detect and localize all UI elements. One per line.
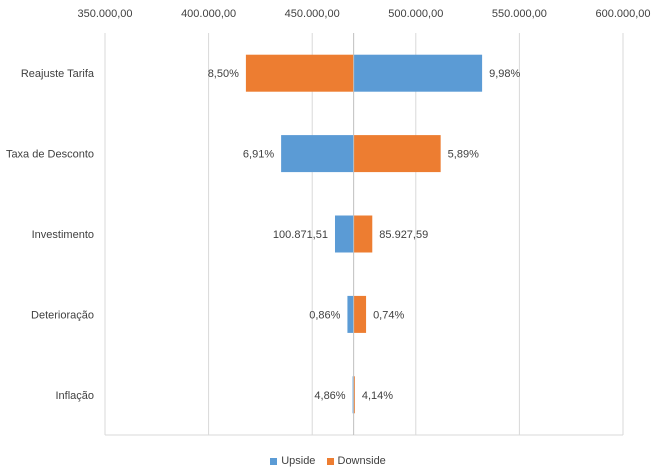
bar-downside (245, 54, 354, 92)
legend-label-downside: Downside (337, 455, 386, 467)
bar-upside (334, 215, 354, 253)
data-label-upside: 4,86% (314, 390, 345, 402)
x-tick-label: 550.000,00 (492, 8, 547, 20)
bar-downside (353, 295, 367, 333)
bar-upside (347, 295, 354, 333)
category-label: Deterioração (31, 309, 94, 321)
bar-downside (353, 376, 355, 414)
x-tick-label: 450.000,00 (285, 8, 340, 20)
legend-swatch-downside (326, 457, 334, 465)
legend-label-upside: Upside (281, 455, 316, 467)
category-label: Reajuste Tarifa (21, 68, 95, 80)
data-label-upside: 9,98% (489, 68, 520, 80)
data-label-downside: 5,89% (448, 149, 479, 161)
chart-svg: 350.000,00 400.000,00 450.000,00 500.000,00… (6, 8, 651, 436)
x-tick-label: 400.000,00 (181, 8, 236, 20)
x-tick-label: 600.000,00 (595, 8, 650, 20)
legend-item-downside[interactable]: Downside (326, 455, 386, 467)
category-label: Investimento (32, 229, 94, 241)
data-label-upside: 100.871,51 (273, 229, 328, 241)
legend-swatch-upside (270, 457, 278, 465)
bar-upside (353, 54, 483, 92)
category-label: Taxa de Desconto (6, 149, 94, 161)
x-tick-label: 500.000,00 (388, 8, 443, 20)
data-label-downside: 8,50% (208, 68, 239, 80)
legend: Upside Downside (0, 455, 656, 468)
data-label-upside: 0,86% (309, 309, 340, 321)
legend-item-upside[interactable]: Upside (270, 455, 315, 467)
data-label-upside: 6,91% (243, 149, 274, 161)
bar-downside (353, 135, 441, 173)
data-label-downside: 85.927,59 (379, 229, 428, 241)
bar-downside (353, 215, 373, 253)
x-tick-label: 350.000,00 (77, 8, 132, 20)
bar-upside (281, 135, 354, 173)
category-label: Inflação (55, 390, 94, 402)
data-label-downside: 0,74% (373, 309, 404, 321)
data-label-downside: 4,14% (362, 390, 393, 402)
